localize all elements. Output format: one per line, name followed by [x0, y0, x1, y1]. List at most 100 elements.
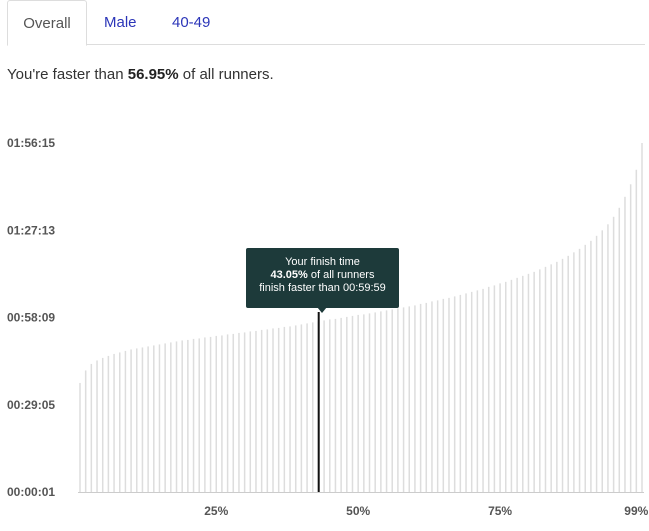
distribution-bar	[294, 325, 297, 492]
distribution-bar	[499, 283, 501, 492]
tooltip-percent-line: 43.05% of all runners	[246, 269, 399, 282]
distribution-bar	[476, 290, 479, 492]
distribution-bar	[584, 244, 586, 492]
distribution-bar	[238, 332, 240, 492]
distribution-bar	[289, 326, 291, 492]
distribution-bar	[101, 357, 104, 492]
distribution-bar	[283, 326, 286, 492]
distribution-bar	[351, 315, 354, 492]
distribution-bar	[573, 252, 575, 492]
y-tick-label: 00:58:09	[7, 311, 55, 325]
distribution-bar	[612, 216, 615, 492]
distribution-bar	[329, 319, 331, 492]
x-tick-label: 25%	[204, 504, 228, 518]
distribution-bar	[425, 302, 428, 492]
distribution-bar	[482, 288, 484, 492]
distribution-bar	[590, 240, 592, 492]
distribution-bar	[158, 344, 161, 492]
distribution-bar	[380, 311, 382, 492]
tab-overall[interactable]: Overall	[7, 0, 87, 46]
distribution-bar	[629, 184, 632, 493]
distribution-bar	[561, 258, 564, 492]
tab-bar: Overall Male 40-49	[7, 0, 645, 46]
distribution-bar	[170, 342, 172, 492]
distribution-bar	[175, 341, 178, 492]
distribution-bar	[391, 309, 393, 492]
distribution-bar	[550, 264, 552, 492]
finish-time-tooltip: Your finish time 43.05% of all runners f…	[246, 248, 399, 308]
distribution-bar	[618, 207, 621, 492]
distribution-bar	[431, 301, 433, 492]
distribution-bar	[266, 329, 269, 492]
distribution-bar	[346, 316, 348, 492]
y-tick-label: 00:29:05	[7, 398, 55, 412]
distribution-bar	[408, 306, 410, 492]
distribution-bar	[272, 328, 274, 492]
distribution-bar	[334, 318, 337, 492]
distribution-bar	[147, 346, 149, 492]
distribution-bar	[601, 230, 604, 492]
distribution-bar	[277, 327, 280, 492]
distribution-bar	[527, 273, 530, 492]
distribution-bar	[141, 347, 144, 492]
distribution-bar	[470, 291, 473, 492]
distribution-bar	[260, 329, 263, 492]
distribution-bar	[436, 300, 439, 492]
distribution-bar	[419, 303, 422, 492]
summary-prefix: You're faster than	[7, 66, 128, 83]
distribution-bar	[221, 335, 223, 492]
distribution-bar	[556, 261, 558, 492]
distribution-bar	[323, 320, 325, 492]
distribution-bar	[300, 324, 303, 492]
distribution-bar	[448, 297, 450, 492]
x-tick-label: 50%	[346, 504, 370, 518]
distribution-bar	[510, 279, 513, 492]
distribution-bar	[516, 277, 518, 492]
distribution-bar	[385, 310, 388, 492]
tooltip-title: Your finish time	[285, 256, 360, 268]
tooltip-percent: 43.05%	[270, 269, 308, 281]
distribution-bar	[578, 248, 581, 492]
distribution-bar	[397, 308, 399, 492]
distribution-bar	[368, 313, 371, 492]
distribution-bar	[607, 224, 609, 492]
distribution-bar	[533, 271, 535, 492]
distribution-bar	[635, 169, 638, 492]
distribution-bar	[453, 296, 456, 492]
x-tick-label: 99%	[624, 504, 648, 518]
distribution-bar	[459, 294, 462, 492]
distribution-bar	[641, 143, 643, 492]
y-tick-label: 01:27:13	[7, 223, 55, 237]
distribution-bar	[465, 293, 467, 492]
distribution-bar	[79, 382, 81, 492]
summary-text: You're faster than 56.95% of all runners…	[7, 66, 274, 83]
summary-suffix: of all runners.	[178, 66, 274, 83]
distribution-bar	[374, 312, 376, 492]
tab-male[interactable]: Male	[104, 14, 137, 31]
distribution-bar	[153, 345, 155, 492]
distribution-bar	[624, 196, 626, 493]
distribution-bar	[357, 314, 359, 492]
distribution-bar	[124, 350, 127, 492]
tooltip-percent-suffix: of all runners	[307, 269, 375, 281]
distribution-bar	[130, 349, 132, 492]
distribution-bar	[84, 370, 87, 492]
distribution-bar	[243, 332, 246, 492]
tooltip-arrow	[317, 307, 327, 313]
distribution-bar	[164, 343, 166, 492]
distribution-bar	[107, 355, 110, 492]
distribution-bar	[539, 269, 541, 492]
distribution-bar	[340, 317, 342, 492]
tooltip-finish-line: finish faster than 00:59:59	[259, 282, 386, 294]
distribution-bar	[192, 338, 195, 492]
distribution-bar	[595, 235, 598, 492]
distribution-bar	[90, 363, 93, 492]
y-tick-label: 01:56:15	[7, 136, 55, 150]
distribution-bar	[232, 333, 235, 492]
distribution-bar	[363, 314, 365, 492]
tab-age-group[interactable]: 40-49	[172, 14, 211, 31]
distribution-bar	[255, 330, 257, 492]
distribution-bar	[567, 255, 569, 492]
distribution-bar	[113, 353, 115, 492]
